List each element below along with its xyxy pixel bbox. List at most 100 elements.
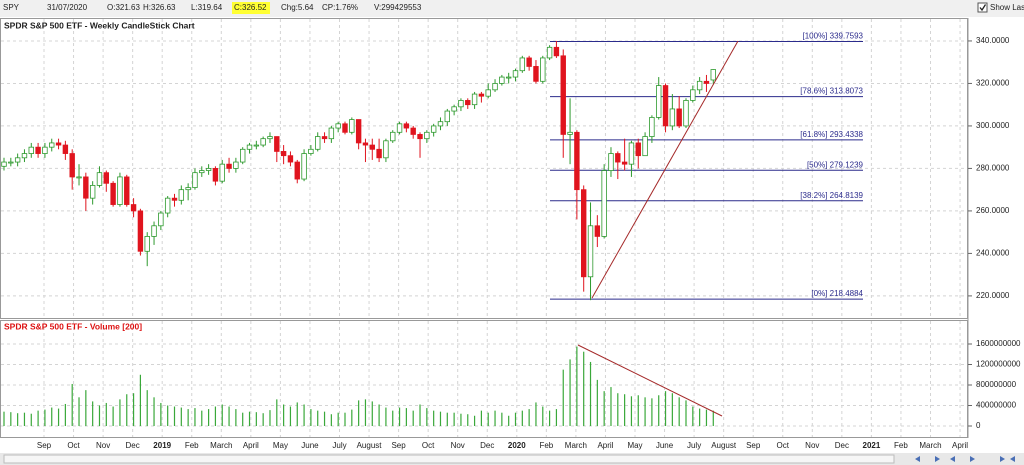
candle-body <box>267 136 273 140</box>
volume-bar <box>644 397 646 427</box>
candle-body <box>390 131 396 142</box>
candle-body <box>137 210 144 252</box>
volume-bar <box>126 394 128 427</box>
x-tick-label: April <box>952 441 968 450</box>
fib-label: [0%] 218.4884 <box>811 289 863 298</box>
candle-body <box>369 144 375 150</box>
y-tick-label: 220.0000 <box>976 291 1010 300</box>
volume-bar <box>92 401 94 427</box>
x-tick-label: 2020 <box>508 441 526 450</box>
y-tick-label: 240.0000 <box>976 249 1010 258</box>
candle-body <box>35 146 41 154</box>
candle-body <box>239 148 246 163</box>
volume-bar <box>637 395 639 427</box>
x-tick-label: August <box>357 441 383 450</box>
candle-body <box>560 55 566 135</box>
volume-bar <box>214 406 217 427</box>
candle-body <box>315 136 321 150</box>
candle-body <box>376 148 382 159</box>
volume-bar <box>85 390 87 427</box>
volume-bar <box>385 407 387 427</box>
volume-title: SPDR S&P 500 ETF - Volume [200] <box>4 321 142 331</box>
candle-body <box>233 161 239 169</box>
volume-bar <box>187 409 189 427</box>
candle-body <box>130 204 137 212</box>
volume-bar <box>378 404 380 427</box>
volume-bar <box>78 397 80 427</box>
volume-bar <box>201 410 203 427</box>
volume-bar <box>323 411 326 427</box>
scroll-buttons[interactable] <box>915 456 1015 462</box>
volume-bar <box>17 413 19 427</box>
volume-bar <box>617 393 619 427</box>
volume-bar <box>630 396 633 427</box>
fib-label: [50%] 279.1239 <box>807 160 864 169</box>
candle-body <box>417 134 423 140</box>
volume-bar <box>235 409 237 427</box>
x-tick-label: May <box>627 441 642 450</box>
fib-label: [78.6%] 313.8073 <box>800 87 863 96</box>
candle-body <box>335 123 341 129</box>
fib-label: [38.2%] 264.8139 <box>800 191 863 200</box>
volume-bar <box>664 391 667 427</box>
volume-bar <box>160 402 162 427</box>
x-tick-label: Sep <box>391 441 406 450</box>
candle-body <box>676 108 682 127</box>
volume-bar <box>426 408 428 427</box>
x-tick-label: Nov <box>805 441 819 450</box>
candle-body <box>28 146 34 154</box>
candle-body <box>642 136 648 157</box>
volume-bar <box>596 379 598 427</box>
candle-body <box>581 189 587 278</box>
show-last-checkbox[interactable] <box>977 2 988 13</box>
fib-label: [100%] 339.7593 <box>803 32 864 41</box>
volume-bar <box>167 405 169 427</box>
volume-bar <box>303 404 305 427</box>
volume-bar <box>699 408 701 427</box>
close-highlight <box>232 2 270 14</box>
candle-body <box>246 144 253 150</box>
x-tick-label: May <box>273 441 288 450</box>
candle-body <box>89 185 96 199</box>
candle-body <box>260 138 266 146</box>
scroll-thumb[interactable] <box>3 454 895 464</box>
volume-bar <box>351 409 353 427</box>
low: L:319.64 <box>191 3 223 12</box>
volume-bar <box>330 414 332 427</box>
candle-body <box>444 110 450 123</box>
volume-bar <box>119 399 121 427</box>
candle-body <box>628 142 635 165</box>
y-tick-label: 1600000000 <box>976 339 1021 348</box>
volume-bar <box>446 412 448 427</box>
candle-body <box>219 163 225 182</box>
volume-bar <box>146 390 148 427</box>
candle-body <box>69 153 75 178</box>
candle-body <box>587 225 594 278</box>
volume-bar <box>105 402 107 427</box>
candle-body <box>533 66 539 82</box>
volume-bar <box>242 412 244 427</box>
x-tick-label: Sep <box>37 441 52 450</box>
volume-bar <box>289 406 292 427</box>
y-tick-label: 400000000 <box>976 401 1017 410</box>
candle-body <box>553 46 560 57</box>
volume-bar <box>208 409 210 427</box>
candle-body <box>110 182 116 205</box>
volume-bar <box>112 406 114 427</box>
x-tick-label: June <box>301 441 319 450</box>
volume-bar <box>610 387 612 427</box>
candle-body <box>321 136 328 140</box>
volume-bar <box>705 409 708 427</box>
volume-bar <box>528 409 530 427</box>
show-last-label[interactable]: Show Last <box>990 3 1024 12</box>
volume-bar <box>180 407 182 427</box>
candle-body <box>410 127 416 135</box>
volume-bar <box>98 405 101 427</box>
volume-bar <box>535 402 537 427</box>
volume-bar <box>651 398 653 427</box>
candle-body <box>55 142 62 146</box>
x-tick-label: August <box>711 441 737 450</box>
volume-bar <box>562 369 564 427</box>
x-tick-label: Oct <box>67 441 80 450</box>
volume-bar <box>221 404 223 427</box>
